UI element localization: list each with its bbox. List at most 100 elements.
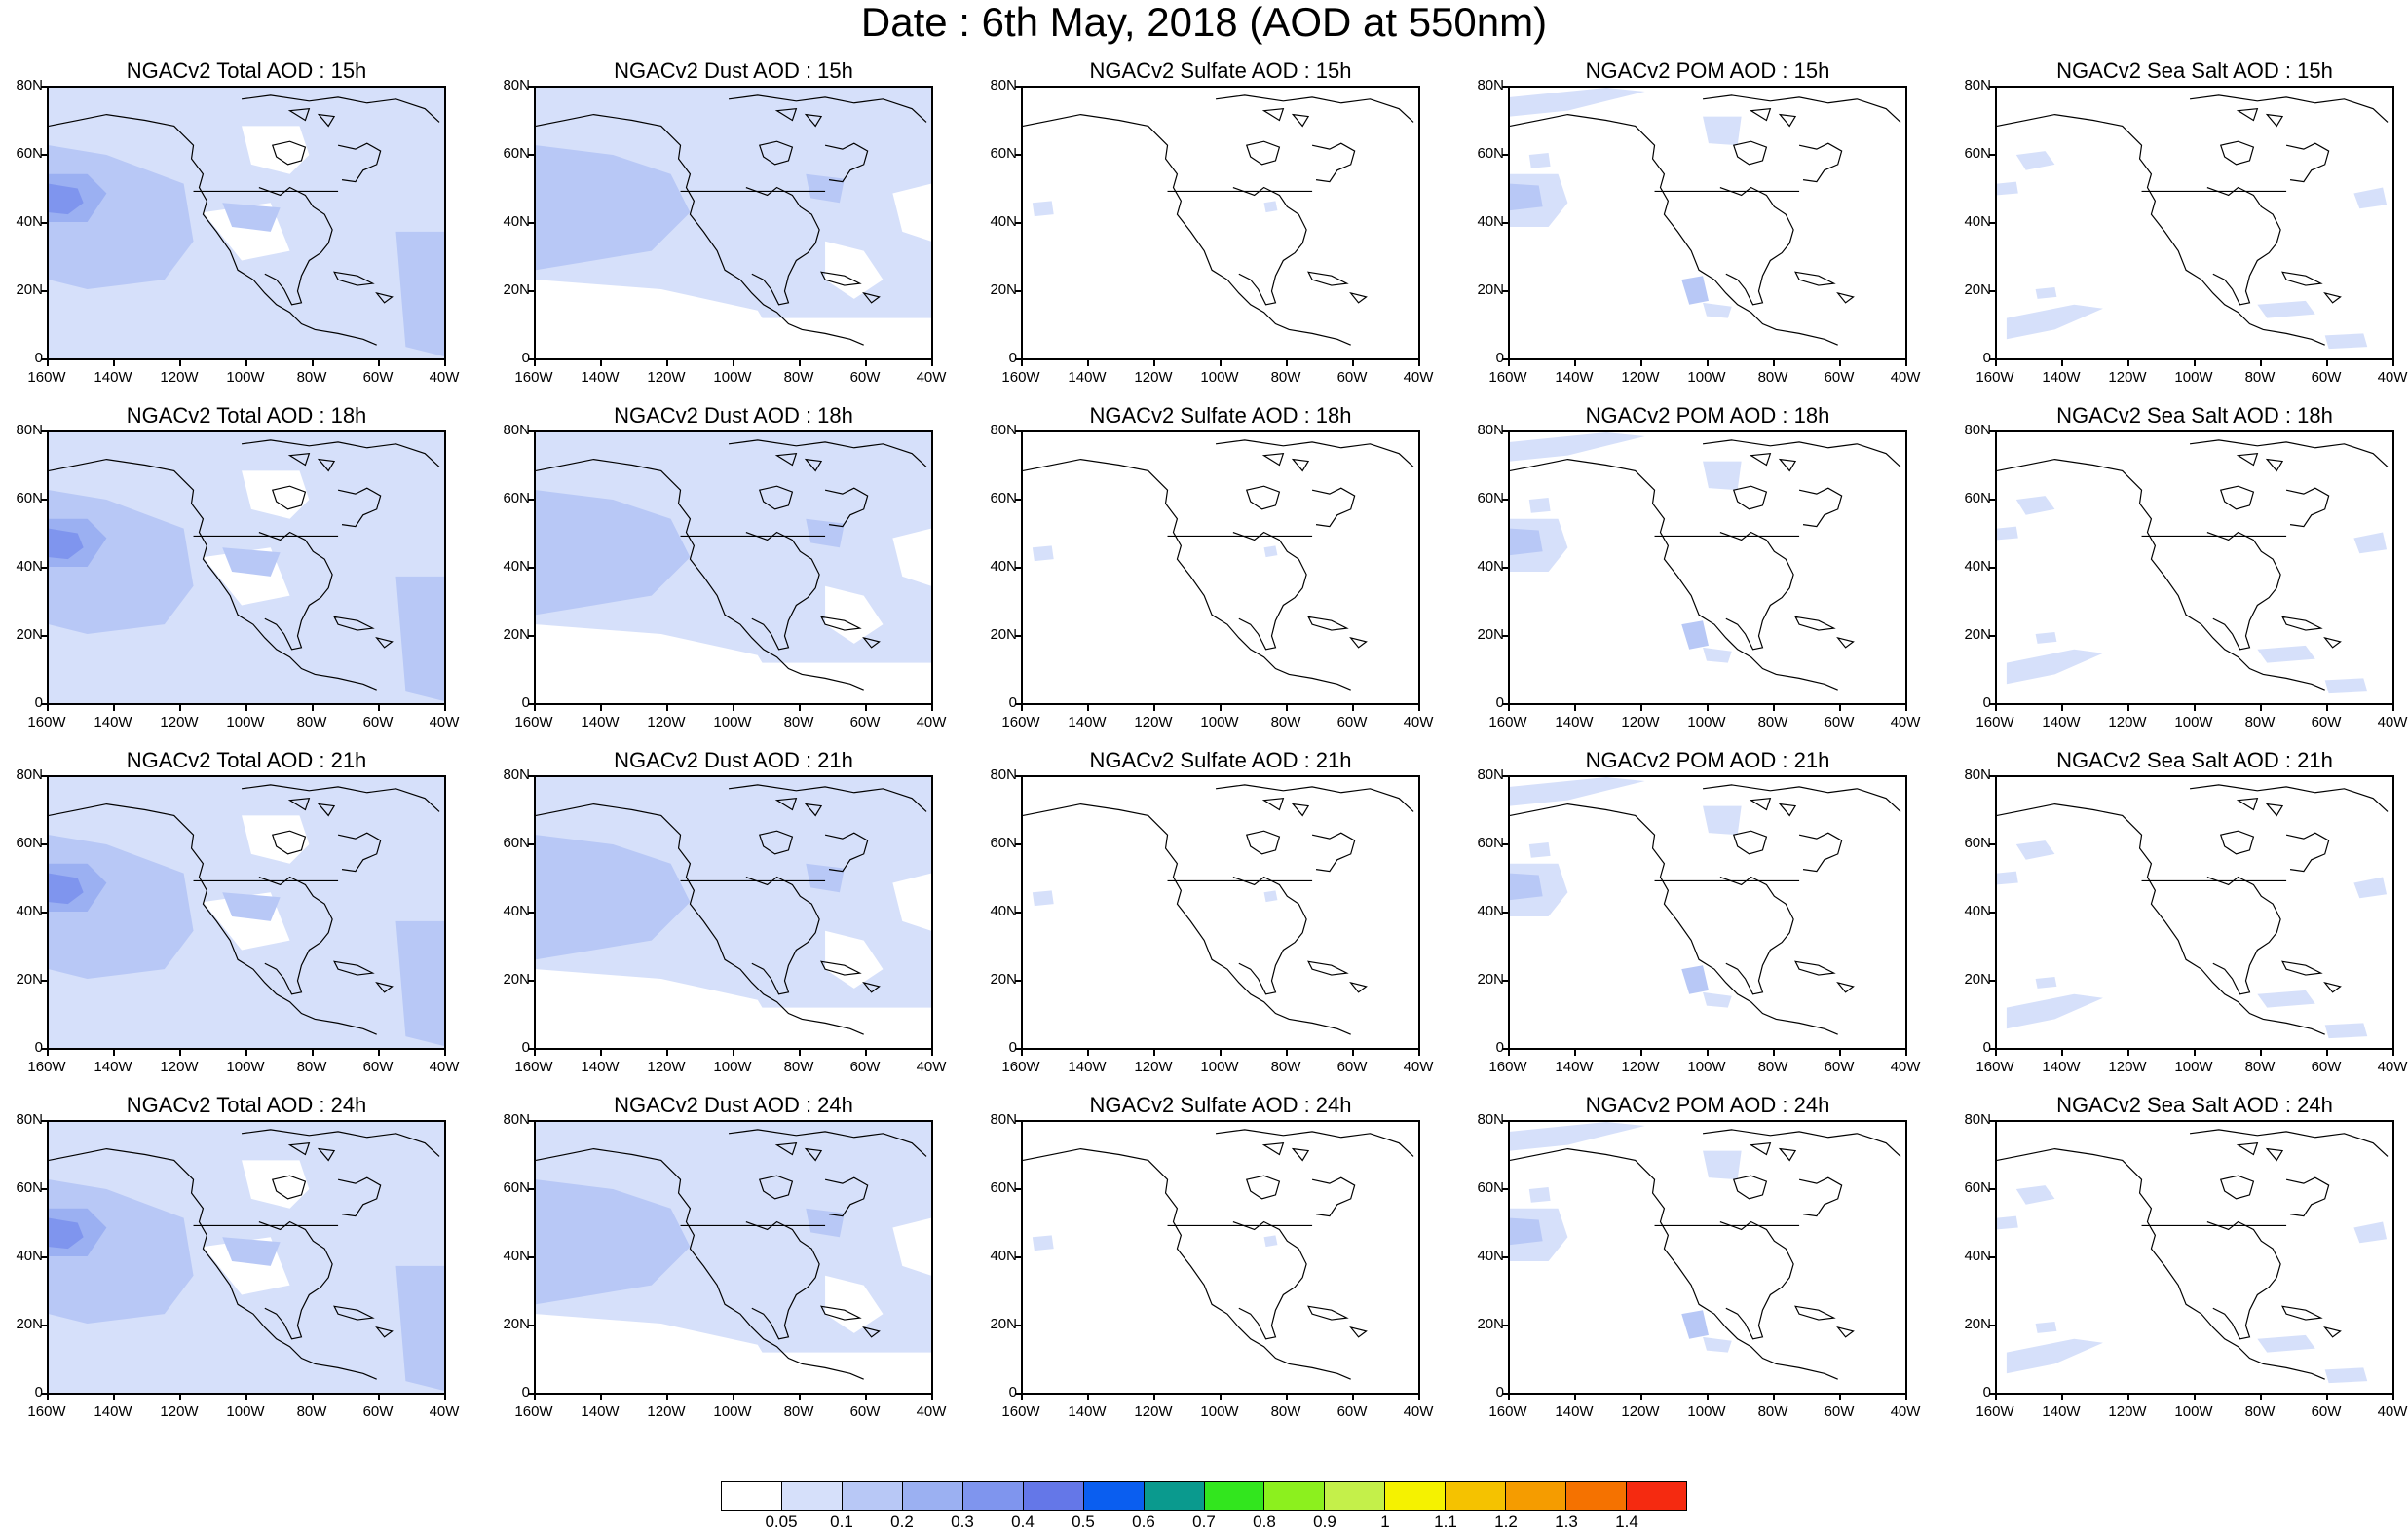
y-tick-mark <box>41 1393 47 1395</box>
x-tick-label: 120W <box>1134 714 1173 730</box>
x-tick-mark <box>1087 705 1089 711</box>
coastline <box>728 439 927 467</box>
coastline <box>1245 140 1281 166</box>
y-tick-mark <box>1989 1120 1995 1122</box>
x-tick-label: 80W <box>1757 1059 1788 1075</box>
y-tick-label: 20N <box>1477 971 1504 988</box>
aod-shading <box>395 920 444 1047</box>
coastline <box>745 1220 820 1340</box>
colorbar-label: 0.5 <box>1072 1512 1095 1531</box>
aod-shading <box>242 470 310 519</box>
x-tick-mark <box>2194 705 2196 711</box>
y-tick-label: 60N <box>16 1179 43 1196</box>
x-tick-mark <box>2127 705 2129 711</box>
y-tick-label: 20N <box>503 971 530 988</box>
x-tick-label: 120W <box>647 714 686 730</box>
coastline <box>774 108 798 122</box>
x-tick-label: 40W <box>916 714 947 730</box>
x-tick-label: 120W <box>1621 1403 1660 1420</box>
map-svg <box>536 777 931 1048</box>
y-tick-mark <box>41 1048 47 1050</box>
y-tick-mark <box>1502 222 1508 224</box>
map-svg <box>1023 439 1414 691</box>
coastline <box>1749 798 1772 811</box>
x-tick-label: 140W <box>1068 1403 1107 1420</box>
x-tick-label: 140W <box>94 1403 132 1420</box>
x-tick-label: 140W <box>1555 369 1594 386</box>
y-tick-mark <box>1989 703 1995 705</box>
x-tick-label: 80W <box>1757 1403 1788 1420</box>
map-svg <box>536 1122 931 1393</box>
x-tick-label: 160W <box>1975 1403 2014 1420</box>
y-tick-mark <box>41 1256 47 1258</box>
x-tick-mark <box>1773 1050 1775 1056</box>
x-tick-label: 80W <box>1270 1403 1301 1420</box>
x-tick-mark <box>1021 1050 1023 1056</box>
y-tick-mark <box>1989 1188 1995 1190</box>
x-tick-label: 80W <box>2244 1403 2276 1420</box>
x-tick-mark <box>865 360 867 366</box>
aod-shading <box>806 173 845 204</box>
aod-shading <box>1263 201 1278 213</box>
x-tick-label: 60W <box>2311 369 2342 386</box>
x-tick-label: 160W <box>1975 369 2014 386</box>
x-tick-label: 40W <box>429 1059 460 1075</box>
y-tick-mark <box>1989 980 1995 982</box>
panel-title: NGACv2 POM AOD : 21h <box>1585 748 1830 772</box>
coastline <box>333 1305 375 1321</box>
y-tick-mark <box>41 499 47 501</box>
coastline <box>2323 636 2342 649</box>
x-tick-mark <box>1087 1395 1089 1400</box>
x-tick-label: 40W <box>429 1403 460 1420</box>
colorbar-label: 0.05 <box>765 1512 798 1531</box>
aod-shading <box>2006 304 2103 340</box>
x-tick-mark <box>1153 1050 1155 1056</box>
coastline <box>1778 113 1797 128</box>
coastline <box>241 439 440 467</box>
y-tick-mark <box>41 222 47 224</box>
coastline <box>2265 458 2284 472</box>
map-plot-area <box>1021 1120 1420 1395</box>
coastline <box>1261 798 1285 811</box>
map-panel: NGACv2 Sulfate AOD : 18h 80N 60N 40N 20N 0 160… <box>974 397 1451 738</box>
y-tick-mark <box>1015 1120 1021 1122</box>
map-plot-area <box>1021 775 1420 1050</box>
y-tick-mark <box>528 1325 534 1326</box>
colorbar-label: 0.2 <box>890 1512 914 1531</box>
y-tick-label: 20N <box>990 971 1017 988</box>
x-tick-mark <box>2326 1395 2328 1400</box>
x-tick-mark <box>179 360 181 366</box>
y-tick-mark <box>41 912 47 914</box>
coastline <box>804 803 823 817</box>
aod-shading <box>1703 647 1732 663</box>
x-tick-label: 120W <box>1134 369 1173 386</box>
coastline <box>1702 784 1901 812</box>
map-panel: NGACv2 POM AOD : 24h 80N 60N 40N 20N 0 160W 140… <box>1461 1087 1938 1428</box>
panel-title: NGACv2 POM AOD : 24h <box>1585 1093 1830 1117</box>
coastline <box>1778 803 1797 817</box>
x-tick-label: 160W <box>1488 1059 1527 1075</box>
x-tick-mark <box>1352 1050 1354 1056</box>
x-tick-mark <box>179 705 181 711</box>
aod-shading <box>2353 877 2388 899</box>
map-svg <box>1997 784 2389 1039</box>
coastline <box>1798 487 1843 528</box>
coastline <box>1732 1175 1768 1200</box>
x-tick-mark <box>1286 360 1288 366</box>
coastline <box>1794 271 1836 286</box>
panel-title: NGACv2 Dust AOD : 24h <box>614 1093 853 1117</box>
coastline <box>2219 830 2255 855</box>
x-tick-mark <box>378 360 380 366</box>
y-tick-label: 0 <box>1495 350 1504 366</box>
aod-shading <box>1703 1336 1732 1353</box>
y-tick-label: 60N <box>16 145 43 162</box>
coastline <box>241 94 440 123</box>
y-tick-mark <box>1015 1393 1021 1395</box>
x-tick-label: 160W <box>514 1403 553 1420</box>
map-svg <box>1510 777 1901 1035</box>
y-tick-mark <box>41 154 47 156</box>
coastline <box>2189 94 2389 123</box>
map-plot-area <box>1508 775 1907 1050</box>
coastline <box>287 108 311 122</box>
x-tick-label: 140W <box>94 1059 132 1075</box>
